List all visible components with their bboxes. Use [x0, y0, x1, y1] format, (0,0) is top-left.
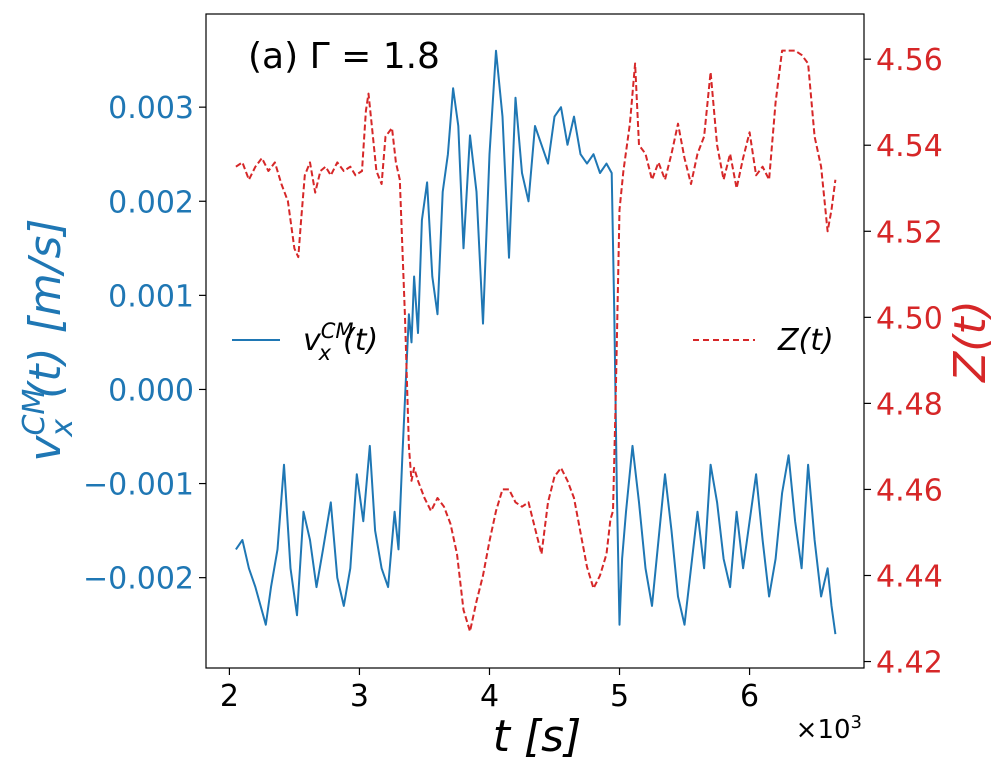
y-right-tick-label: 4.52 — [876, 215, 943, 250]
x-axis-label: t [s] — [493, 711, 582, 762]
legend-z: Z(t) — [693, 323, 834, 358]
y-left-tick-label: 0.000 — [108, 373, 194, 408]
x-tick-label: 4 — [480, 679, 499, 714]
legend-vx: vCM x (t) — [232, 319, 378, 365]
x-tick-label: 6 — [740, 679, 759, 714]
y-left-tick-label: −0.001 — [83, 468, 194, 503]
legend-z-label: Z(t) — [777, 323, 834, 358]
series-layer — [235, 49, 837, 635]
legend-vx-label: vCM x (t) — [303, 319, 378, 365]
y-right-tick-label: 4.42 — [876, 646, 943, 681]
y-left-tick-label: 0.002 — [108, 185, 194, 220]
y-right-tick-label: 4.48 — [876, 387, 943, 422]
y-axis-right-label: Z(t) — [945, 300, 996, 383]
x-tick-label: 5 — [610, 679, 629, 714]
y-right-tick-label: 4.56 — [876, 43, 943, 78]
series-vx-line — [235, 49, 837, 635]
series-z-line — [235, 49, 837, 633]
plot-frame — [205, 13, 865, 669]
x-axis-multiplier: ×103 — [796, 712, 862, 745]
y-left-tick-label: −0.002 — [83, 562, 194, 597]
y-axis-left-label: vCMx(t) [m/s] — [17, 218, 80, 461]
y-left-tick-label: 0.001 — [108, 279, 194, 314]
x-tick-label: 2 — [220, 679, 239, 714]
y-right-tick-label: 4.54 — [876, 129, 943, 164]
x-axis-ticks: 2 3 4 5 6 — [220, 668, 759, 714]
y-right-tick-label: 4.44 — [876, 559, 943, 594]
annotation-label: (a) Γ = 1.8 — [248, 36, 440, 77]
y-right-tick-label: 4.50 — [876, 301, 943, 336]
x-tick-label: 3 — [350, 679, 369, 714]
right-axis-ticks: 4.42 4.44 4.46 4.48 4.50 4.52 4.54 4.56 — [864, 43, 943, 681]
y-right-tick-label: 4.46 — [876, 473, 943, 508]
left-axis-ticks: −0.002 −0.001 0.000 0.001 0.002 0.003 — [83, 91, 206, 597]
y-left-tick-label: 0.003 — [108, 91, 194, 126]
